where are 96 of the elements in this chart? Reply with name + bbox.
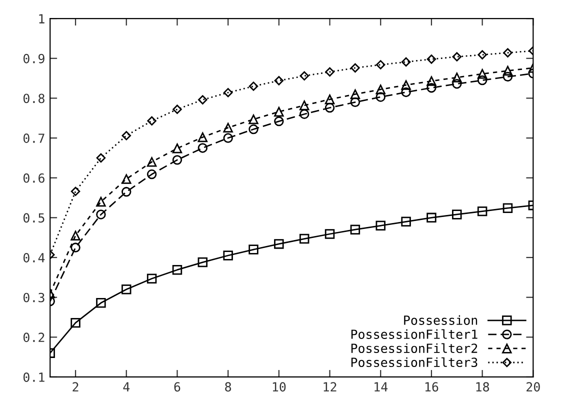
point: [172, 155, 182, 165]
y-tick-label: 0.8: [23, 94, 44, 104]
point: [401, 87, 411, 98]
point: [502, 203, 513, 213]
legend-label: PossessionFilter2: [351, 343, 478, 354]
point: [452, 78, 462, 89]
point: [299, 109, 310, 119]
point: [477, 69, 488, 79]
point: [300, 71, 309, 81]
point: [223, 88, 233, 98]
point: [223, 250, 233, 260]
point: [426, 82, 436, 93]
point: [122, 131, 131, 140]
point: [350, 63, 360, 73]
point: [70, 230, 80, 240]
point: [198, 95, 208, 104]
point: [324, 94, 335, 104]
point: [274, 76, 284, 86]
point: [426, 212, 436, 223]
point: [478, 50, 487, 60]
legend-label: Possession: [404, 315, 478, 325]
x-tick-label: 18: [476, 382, 490, 392]
point: [324, 229, 335, 239]
point: [376, 92, 386, 102]
y-tick-label: 0.5: [23, 213, 44, 223]
point: [299, 100, 310, 110]
point: [376, 84, 386, 94]
point: [401, 216, 411, 227]
point: [452, 52, 462, 62]
x-tick-label: 8: [225, 382, 232, 392]
point: [146, 157, 157, 167]
y-tick-label: 1: [39, 14, 44, 24]
y-tick-label: 0.3: [23, 292, 44, 302]
point: [172, 144, 182, 154]
point: [376, 60, 386, 70]
point: [299, 234, 310, 244]
x-tick-label: 2: [72, 382, 78, 392]
legend-label: PossessionFilter1: [351, 329, 478, 339]
point: [96, 210, 106, 220]
point: [502, 72, 513, 82]
legend-label: PossessionFilter3: [351, 357, 478, 368]
y-tick-label: 0.2: [23, 332, 44, 342]
point: [401, 80, 411, 90]
point: [198, 132, 208, 142]
point: [248, 114, 258, 124]
point: [452, 210, 462, 220]
point: [122, 174, 132, 184]
point: [96, 153, 106, 163]
point: [122, 186, 132, 197]
point: [70, 318, 80, 328]
point: [350, 224, 360, 234]
point: [198, 143, 208, 153]
point: [223, 122, 233, 133]
point: [70, 186, 80, 196]
point: [350, 97, 360, 108]
point: [502, 66, 513, 76]
point: [223, 133, 233, 143]
point: [248, 82, 258, 91]
y-tick-label: 0.7: [23, 134, 44, 143]
point: [172, 264, 182, 275]
point: [70, 242, 80, 252]
point: [248, 244, 258, 254]
y-tick-label: 0.6: [23, 173, 44, 183]
point: [477, 75, 488, 86]
x-tick-label: 6: [174, 382, 180, 392]
point: [426, 54, 436, 64]
point: [96, 196, 106, 207]
point: [350, 89, 360, 100]
point: [96, 298, 106, 308]
point: [274, 106, 284, 117]
point: [503, 48, 512, 58]
point: [248, 124, 258, 134]
y-tick-label: 0.1: [23, 372, 44, 382]
point: [146, 169, 157, 180]
point: [146, 274, 157, 284]
point: [401, 57, 411, 67]
point: [477, 206, 488, 216]
point: [452, 72, 462, 82]
x-tick-label: 4: [123, 382, 130, 392]
y-tick-label: 0.9: [23, 54, 44, 64]
x-tick-label: 10: [272, 382, 286, 392]
point: [172, 104, 182, 114]
point: [324, 102, 335, 113]
point: [274, 239, 284, 249]
y-tick-label: 0.4: [23, 253, 45, 262]
point: [325, 67, 334, 77]
x-tick-label: 14: [374, 382, 388, 392]
x-tick-label: 16: [425, 382, 438, 392]
point: [147, 116, 156, 126]
point: [198, 257, 208, 268]
point: [122, 284, 132, 294]
point: [426, 76, 436, 86]
x-tick-label: 12: [324, 382, 336, 392]
point: [376, 220, 386, 230]
point: [274, 116, 284, 126]
x-tick-label: 20: [526, 382, 540, 392]
